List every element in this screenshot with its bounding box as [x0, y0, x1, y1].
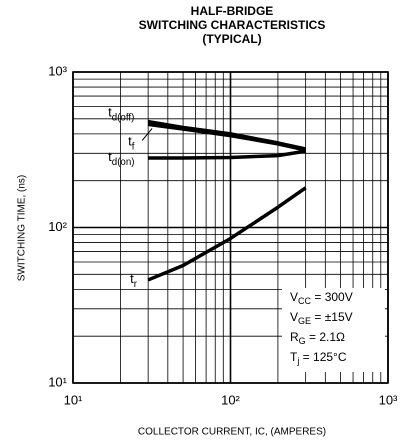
annotation-box: [282, 288, 385, 372]
label-part: = ±15V: [311, 310, 353, 324]
label-part: = 300V: [311, 290, 353, 304]
label-sub: GE: [298, 316, 311, 326]
x-axis-label: COLLECTOR CURRENT, IC, (AMPERES): [138, 427, 326, 438]
y-tick-label: 10¹: [48, 374, 67, 389]
series-line: [147, 186, 307, 282]
y-tick-label: 10²: [48, 219, 67, 234]
label-part: = 2.1Ω: [306, 330, 345, 344]
chart-title: (TYPICAL): [202, 32, 261, 46]
y-tick-label: 10³: [48, 63, 67, 78]
series-label: tf: [128, 134, 135, 152]
label-part: t: [128, 134, 132, 149]
series-line: [147, 122, 307, 152]
chart-title: HALF-BRIDGE: [191, 4, 274, 18]
label-sub: d(on): [112, 157, 135, 168]
label-sub: d(off): [112, 112, 135, 123]
label-part: R: [290, 330, 299, 344]
plot-frame: [72, 71, 389, 384]
label-sub: CC: [298, 296, 311, 306]
label-sub: j: [296, 356, 299, 366]
chart-title: SWITCHING CHARACTERISTICS: [139, 18, 326, 32]
label-sub: f: [132, 141, 135, 152]
label-part: t: [130, 271, 134, 286]
label-arrow: [141, 128, 153, 141]
label-part: T: [290, 350, 298, 364]
x-tick-label: 10¹: [64, 392, 83, 407]
series-label: tr: [130, 271, 138, 289]
annotation: VCC = 300V: [290, 290, 353, 306]
annotation: Tj = 125°C: [290, 350, 347, 366]
series-label: td(off): [108, 105, 134, 123]
x-tick-label: 10²: [221, 392, 240, 407]
annotation: VGE = ±15V: [290, 310, 353, 326]
label-part: = 125°C: [299, 350, 346, 364]
y-axis-label: SWITCHING TIME, (ns): [17, 175, 28, 281]
label-sub: G: [299, 336, 306, 346]
label-sub: r: [134, 279, 138, 290]
series-label: td(on): [108, 149, 134, 167]
label-part: V: [290, 290, 298, 304]
label-part: t: [108, 149, 112, 164]
series-line: [148, 149, 306, 160]
label-part: V: [290, 310, 298, 324]
annotation: RG = 2.1Ω: [290, 330, 345, 346]
label-part: t: [108, 105, 112, 120]
x-tick-label: 10³: [379, 392, 398, 407]
